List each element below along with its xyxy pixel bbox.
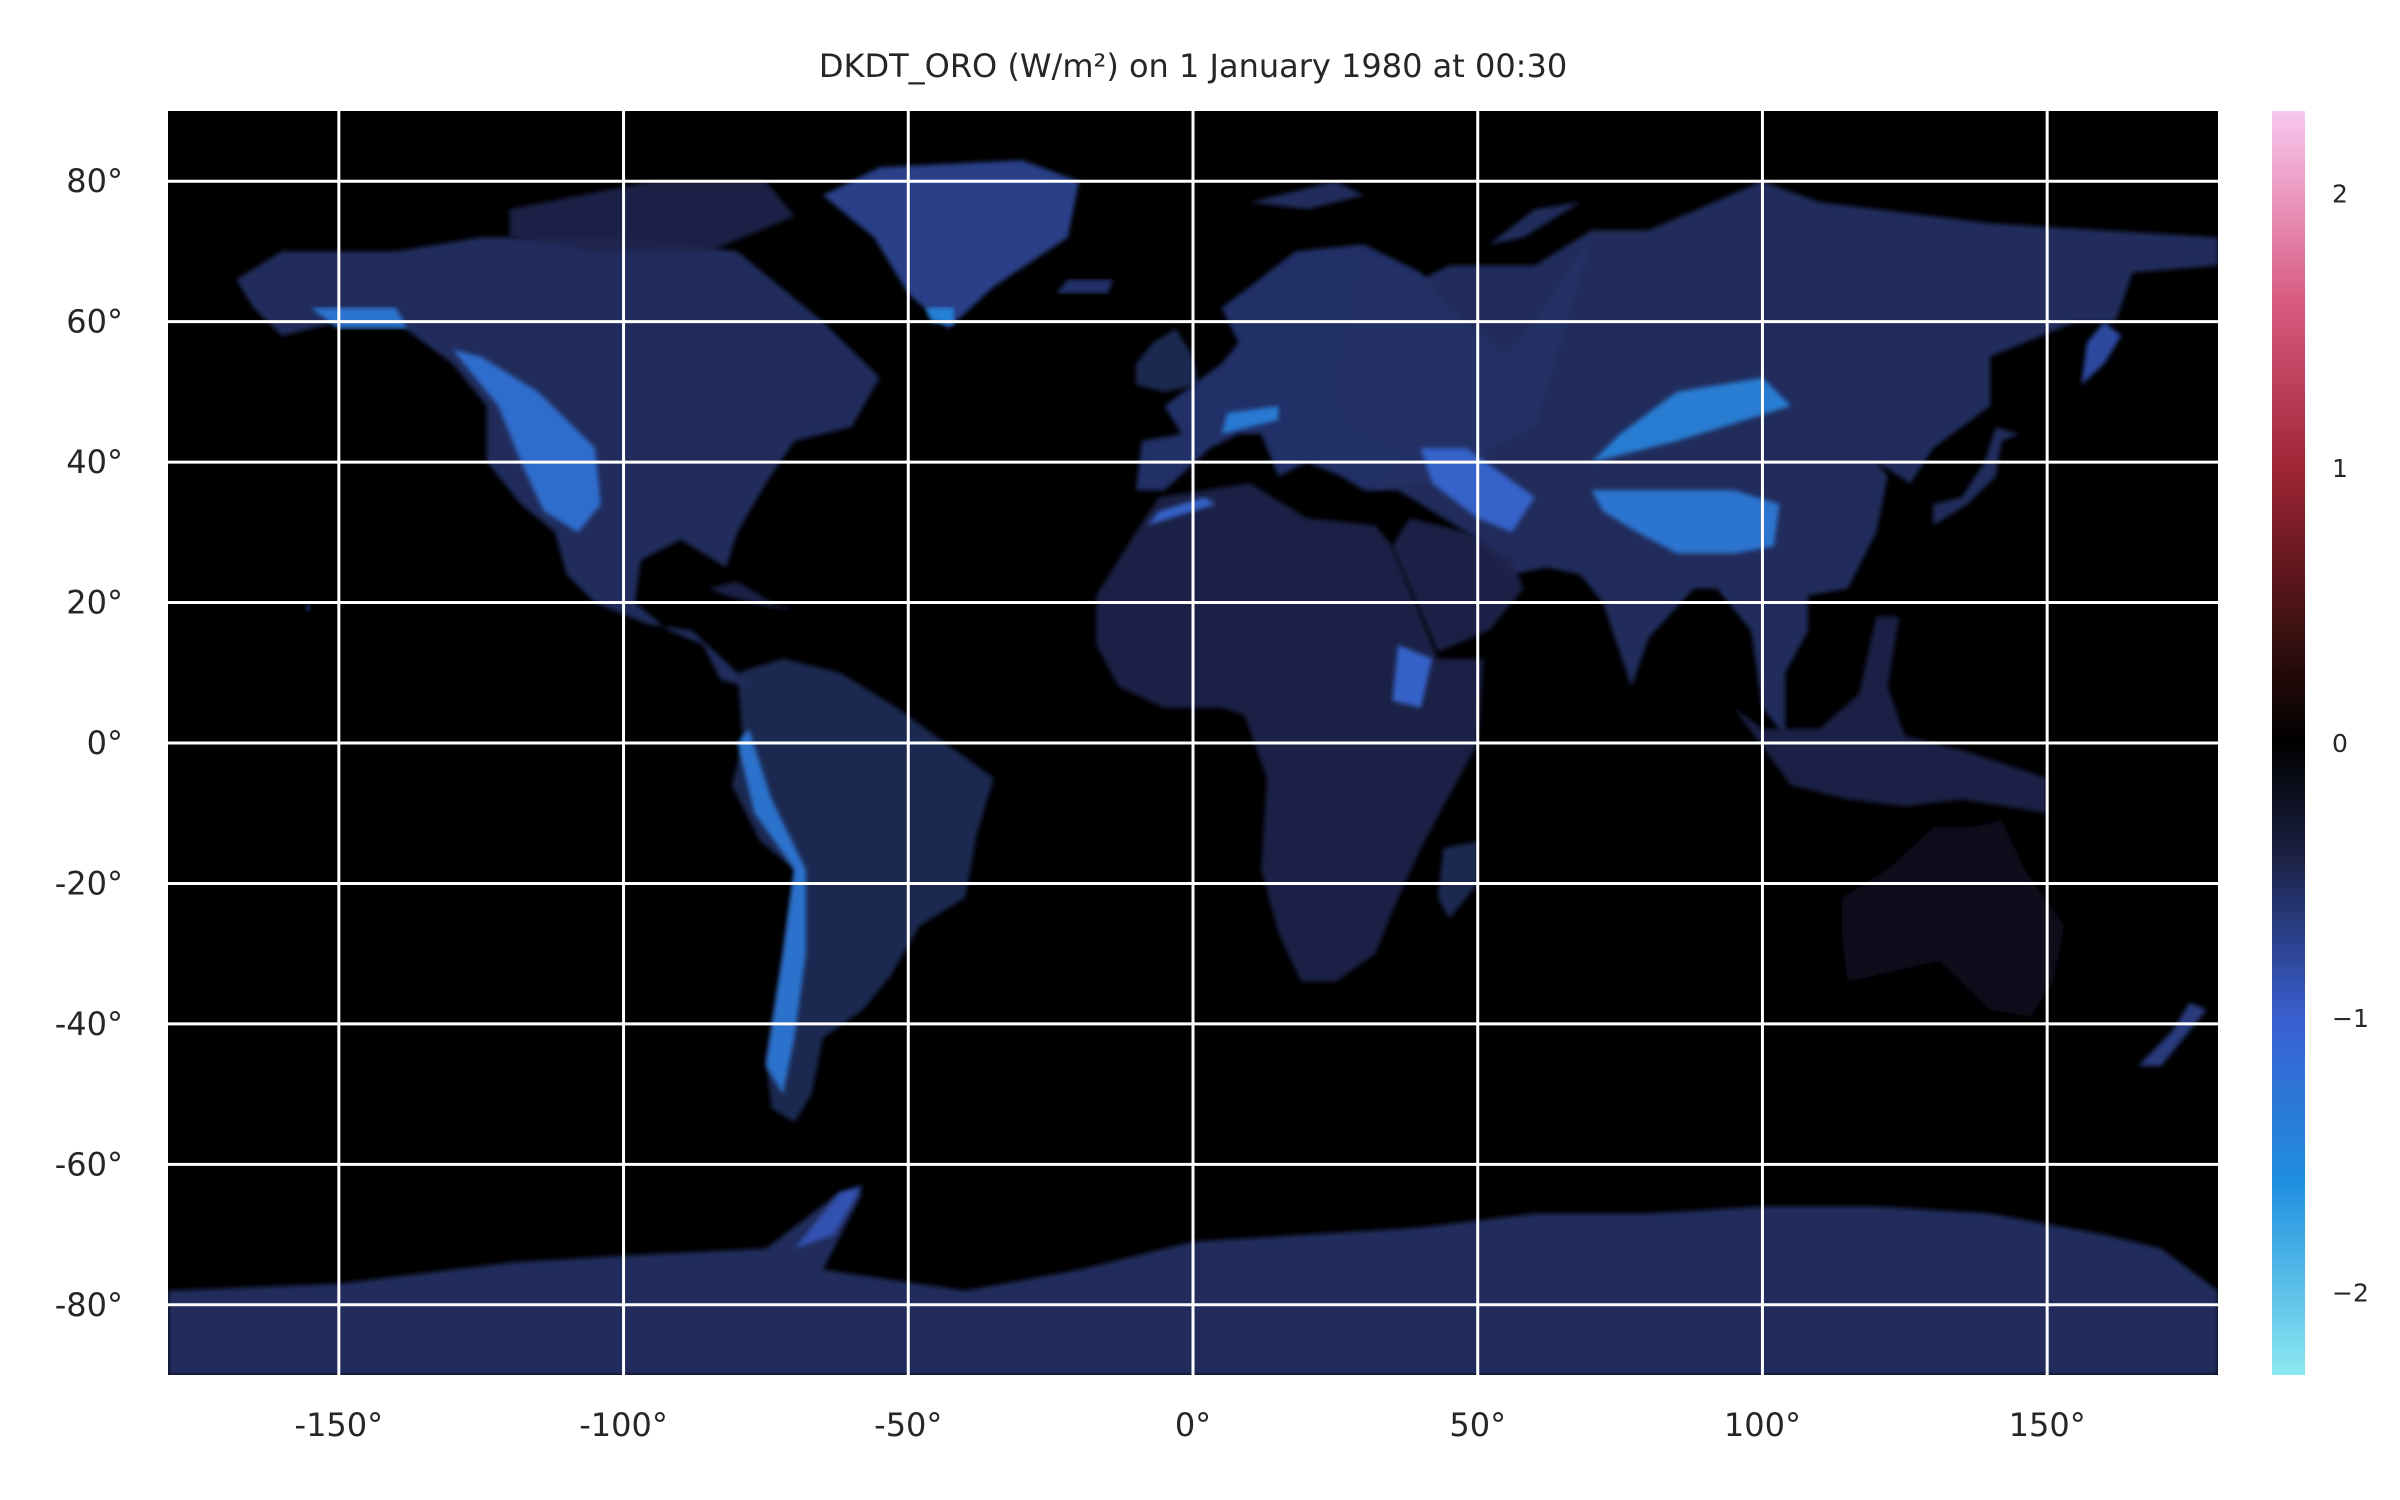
gridlines bbox=[168, 111, 2218, 1375]
region-hawaii bbox=[304, 602, 311, 611]
y-tick-label: 0° bbox=[87, 724, 123, 762]
region-central-asian-mountains bbox=[1591, 377, 1791, 463]
colorbar-tick-label: −1 bbox=[2332, 1004, 2369, 1033]
region-novaya-zemlya bbox=[1489, 202, 1581, 245]
y-tick-label: 40° bbox=[66, 443, 123, 481]
region-madagascar bbox=[1437, 841, 1478, 919]
region-japan bbox=[1933, 427, 2019, 526]
colorbar bbox=[2272, 111, 2305, 1375]
colorbar-tick-label: 0 bbox=[2332, 729, 2348, 758]
region-arctic-canada bbox=[509, 181, 795, 252]
x-axis-tick-labels: -150° -100° -50° 0° 50° 100° 150° bbox=[295, 1406, 2086, 1444]
region-antarctic-peninsula bbox=[794, 1185, 863, 1249]
region-rocky-mountains bbox=[452, 349, 601, 533]
region-asia bbox=[1335, 181, 2218, 736]
region-indonesia-and-philippines bbox=[1734, 616, 2048, 814]
x-tick-label: 50° bbox=[1449, 1406, 1506, 1444]
colorbar-tick-label: −2 bbox=[2332, 1279, 2369, 1308]
colorbar-tick-label: 1 bbox=[2332, 454, 2348, 483]
x-tick-label: 100° bbox=[1724, 1406, 1801, 1444]
y-tick-label: -60° bbox=[55, 1145, 123, 1183]
region-andes bbox=[737, 729, 806, 1095]
region-australia bbox=[1842, 820, 2065, 1017]
region-svalbard-novaya-zemlya bbox=[1249, 181, 1364, 210]
y-tick-label: 20° bbox=[66, 584, 123, 622]
x-tick-label: 150° bbox=[2009, 1406, 2086, 1444]
y-tick-label: -40° bbox=[55, 1005, 123, 1043]
y-tick-label: -20° bbox=[55, 864, 123, 902]
region-atlas-and-ethiopian-highlands bbox=[1147, 497, 1216, 526]
region-kamchatka bbox=[2081, 321, 2122, 385]
y-axis-tick-labels: 80° 60° 40° 20° 0° -20° -40° -60° -80° bbox=[55, 162, 123, 1324]
region-greenland bbox=[822, 160, 1080, 329]
x-tick-label: -50° bbox=[874, 1406, 942, 1444]
region-alaska-range bbox=[310, 307, 408, 329]
y-tick-label: 80° bbox=[66, 162, 123, 200]
y-tick-label: -80° bbox=[55, 1286, 123, 1324]
region-iceland bbox=[1056, 279, 1114, 294]
region-arabia bbox=[1392, 518, 1524, 652]
region-alps bbox=[1221, 405, 1279, 434]
colorbar-tick-label: 2 bbox=[2332, 179, 2348, 208]
colorbar-tick-labels: 2 1 0 −1 −2 bbox=[2332, 179, 2369, 1307]
region-new-zealand bbox=[2138, 1002, 2207, 1066]
region-british-isles bbox=[1136, 328, 1199, 392]
region-ethiopian-highlands bbox=[1392, 644, 1433, 708]
region-himalaya-tibetan-plateau bbox=[1591, 490, 1780, 554]
x-tick-label: -100° bbox=[579, 1406, 668, 1444]
chart-title: DKDT_ORO (W/m²) on 1 January 1980 at 00:… bbox=[818, 47, 1568, 85]
x-tick-label: 0° bbox=[1175, 1406, 1211, 1444]
y-tick-label: 60° bbox=[66, 303, 123, 341]
x-tick-label: -150° bbox=[295, 1406, 384, 1444]
region-cuba-and-caribbean bbox=[709, 581, 795, 610]
